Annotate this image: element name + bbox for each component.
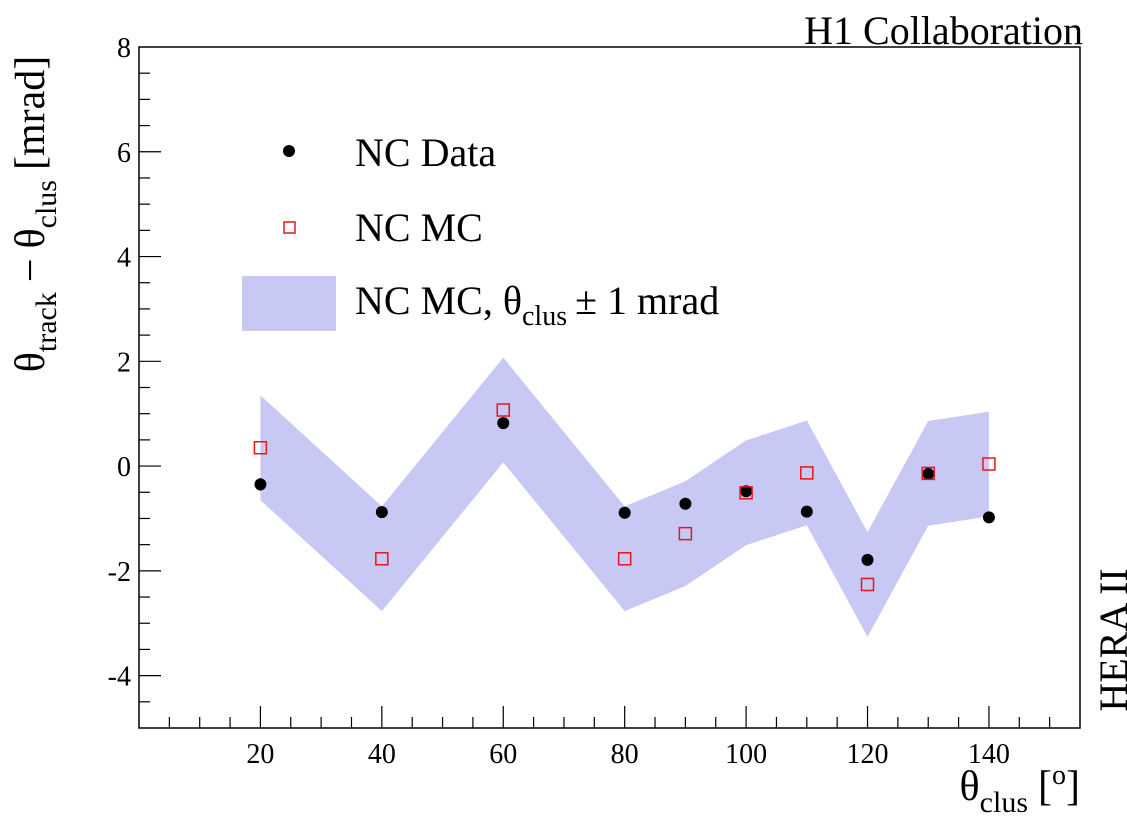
nc-mc-point — [496, 403, 511, 417]
nc-data-point — [922, 467, 935, 480]
y-axis-title: θtrack−θclus[mrad] — [8, 56, 63, 373]
nc-data-point — [679, 497, 692, 510]
legend-mc-marker — [283, 221, 296, 234]
x-tick-label: 100 — [725, 739, 767, 770]
x-tick-label: 140 — [968, 739, 1010, 770]
legend-data-marker — [283, 145, 295, 157]
nc-mc-point — [375, 552, 389, 566]
legend-band-label: NC MC, θclus ± 1 mrad — [355, 278, 719, 332]
y-tick-label: 8 — [117, 33, 131, 64]
nc-data-point — [861, 553, 874, 566]
x-tick-label: 20 — [246, 739, 274, 770]
nc-data-point — [254, 478, 267, 491]
collaboration-label: H1 Collaboration — [804, 8, 1083, 53]
axes: 20 40 60 80 100 120 140 -4 -2 0 2 4 6 8 — [108, 33, 1081, 770]
data-layer — [253, 403, 996, 592]
nc-data-point — [497, 417, 510, 430]
band-layer — [260, 357, 989, 637]
nc-mc-point — [982, 457, 996, 471]
x-tick-label: 40 — [368, 739, 396, 770]
legend: NC Data NC MC NC MC, θclus ± 1 mrad — [242, 130, 719, 332]
hera-label: HERA II — [1091, 568, 1127, 711]
plot-frame — [138, 46, 1081, 729]
y-tick-label: 6 — [117, 138, 131, 169]
x-tick-label: 80 — [611, 739, 639, 770]
nc-data-point — [740, 485, 753, 498]
nc-mc-point — [739, 486, 753, 500]
nc-data-point — [375, 506, 388, 519]
legend-band-marker — [242, 276, 336, 331]
y-tick-label: 2 — [117, 347, 131, 378]
nc-mc-point — [617, 552, 632, 566]
y-tick-label: -4 — [108, 662, 131, 693]
x-axis-title: θclus [o] — [960, 760, 1080, 819]
legend-data-label: NC Data — [355, 130, 496, 175]
y-tick-label: 4 — [117, 243, 131, 274]
legend-mc-label: NC MC — [355, 205, 483, 250]
y-tick-label: 0 — [117, 452, 131, 483]
y-tick-label: -2 — [108, 557, 131, 588]
mc-band — [260, 357, 989, 637]
nc-data-point — [982, 511, 995, 524]
nc-mc-point — [860, 577, 875, 592]
x-tick-label: 60 — [489, 739, 517, 770]
nc-data-point — [618, 506, 631, 519]
nc-mc-point — [253, 440, 268, 455]
nc-mc-point — [678, 526, 693, 541]
nc-mc-point — [800, 466, 814, 480]
x-tick-label: 120 — [847, 739, 889, 770]
nc-data-point — [800, 505, 813, 518]
nc-mc-point — [921, 466, 935, 481]
